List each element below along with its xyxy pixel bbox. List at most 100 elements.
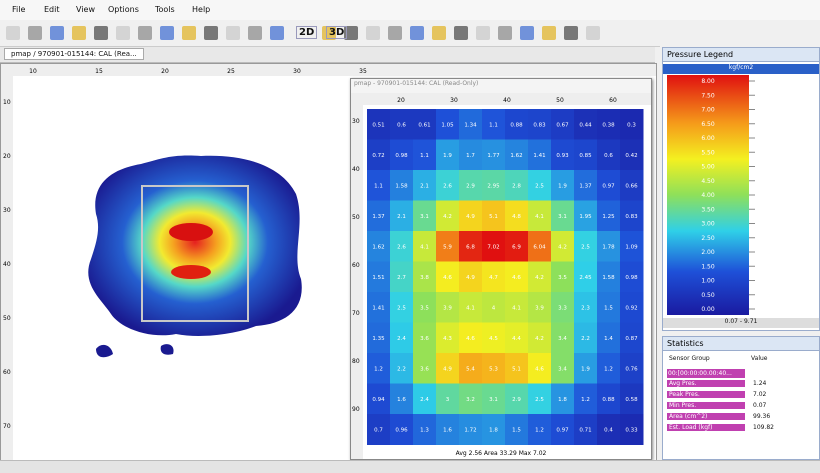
- cell-value: 2.6: [397, 244, 406, 250]
- heat-cell: [459, 200, 483, 232]
- selection-box[interactable]: [141, 185, 249, 322]
- toolbar-button[interactable]: [520, 26, 534, 40]
- toolbar-button[interactable]: [160, 26, 174, 40]
- menu-item[interactable]: File: [12, 5, 26, 14]
- heat-cell: [528, 414, 552, 445]
- heat-cell: [367, 109, 391, 140]
- cell-value: 6.04: [533, 244, 546, 250]
- toolbar-button[interactable]: [138, 26, 152, 40]
- toolbar-button[interactable]: [116, 26, 130, 40]
- heat-cell: [574, 414, 598, 445]
- toolbar-button[interactable]: [50, 26, 64, 40]
- heat-cell: [620, 109, 644, 140]
- cell-value: 0.97: [602, 183, 615, 189]
- ruler-top: [1, 64, 656, 76]
- cell-value: 4.1: [466, 305, 475, 311]
- legend-unit[interactable]: kgf/cm2: [663, 64, 819, 74]
- toolbar-button[interactable]: [226, 26, 240, 40]
- cell-value: 1.25: [602, 214, 615, 220]
- cell-value: 0.72: [372, 153, 384, 159]
- pressure-blob: [88, 155, 302, 337]
- toolbar-button[interactable]: [6, 26, 20, 40]
- cell-value: 1.3: [420, 427, 429, 433]
- menu-item[interactable]: View: [76, 5, 95, 14]
- toolbar-button[interactable]: [410, 26, 424, 40]
- toolbar-button[interactable]: [476, 26, 490, 40]
- cell-value: 2.2: [397, 366, 406, 372]
- stats-header: Value: [751, 355, 768, 362]
- heat-cell: [390, 200, 414, 232]
- toolbar-button[interactable]: [322, 26, 336, 40]
- cell-value: 1.2: [604, 366, 613, 372]
- cell-value: 1.9: [581, 366, 590, 372]
- menu-item[interactable]: Help: [192, 5, 211, 14]
- heat-cell: [367, 383, 391, 415]
- cell-value: 0.7: [374, 427, 383, 433]
- cell-value: 0.6: [604, 153, 613, 159]
- ruler-label: 60: [609, 97, 617, 104]
- cell-value: 5.4: [466, 366, 475, 372]
- heat-cell: [482, 170, 506, 201]
- cell-value: 1.72: [464, 427, 476, 433]
- cell-value: 1.77: [487, 153, 500, 159]
- heat-cell: [574, 139, 598, 171]
- toolbar-button[interactable]: [454, 26, 468, 40]
- cell-value: 0.93: [556, 153, 569, 159]
- cell-value: 1.35: [372, 336, 385, 342]
- toolbar-button[interactable]: [72, 26, 86, 40]
- heatmap-footer: Avg 2.56 Area 33.29 Max 7.02: [456, 450, 547, 457]
- toolbar-button[interactable]: [94, 26, 108, 40]
- heat-cell: [482, 231, 506, 262]
- ruler-label: 25: [227, 68, 235, 75]
- document-tab[interactable]: pmap / 970901-015144: CAL (Rea...: [4, 48, 144, 60]
- cell-value: 4.9: [466, 275, 475, 281]
- menu-item[interactable]: Edit: [44, 5, 60, 14]
- toolbar-button[interactable]: [388, 26, 402, 40]
- toolbar-button[interactable]: [344, 26, 358, 40]
- legend-label: 6.00: [701, 135, 715, 142]
- toolbar-button[interactable]: [270, 26, 284, 40]
- heat-cell: [436, 261, 460, 293]
- toolbar-button[interactable]: [248, 26, 262, 40]
- menu-item[interactable]: Options: [108, 5, 139, 14]
- menu-item[interactable]: Tools: [155, 5, 175, 14]
- heat-cell: [459, 383, 483, 415]
- heat-cell: [551, 353, 575, 384]
- heat-cell: [413, 292, 437, 323]
- sub-window-title[interactable]: pmap - 970901-015144: CAL (Read-Only): [351, 79, 651, 93]
- legend-label: 6.50: [701, 121, 715, 128]
- status-bar: [0, 460, 820, 473]
- toolbar-button[interactable]: [182, 26, 196, 40]
- cell-value: 1.1: [420, 153, 429, 159]
- cell-value: 3.1: [420, 214, 429, 220]
- toolbar-button[interactable]: [204, 26, 218, 40]
- cell-value: 1.37: [372, 214, 385, 220]
- toolbar-button[interactable]: [28, 26, 42, 40]
- ruler-label: 15: [95, 68, 103, 75]
- cell-value: 4.7: [489, 275, 498, 281]
- ruler-label: 50: [3, 315, 11, 322]
- heat-cell: [482, 383, 506, 415]
- ruler-label: 20: [3, 153, 11, 160]
- stats-row: Min Pres. 0.07: [667, 400, 815, 411]
- heat-cell: [367, 353, 391, 384]
- toolbar-view-button[interactable]: 2D: [296, 26, 318, 39]
- toolbar-button[interactable]: [366, 26, 380, 40]
- legend-label: 1.00: [701, 278, 715, 285]
- cell-value: 3.4: [558, 366, 567, 372]
- heat-cell: [390, 292, 414, 323]
- toolbar-button[interactable]: [542, 26, 556, 40]
- heat-cell: [528, 200, 552, 232]
- heat-cell: [597, 170, 621, 201]
- heat-cell: [367, 261, 391, 293]
- cell-value: 1.2: [374, 366, 383, 372]
- heat-cell: [482, 353, 506, 384]
- cell-value: 4.8: [512, 214, 521, 220]
- toolbar-button[interactable]: [586, 26, 600, 40]
- toolbar-button[interactable]: [564, 26, 578, 40]
- heat-cell: [574, 109, 598, 140]
- toolbar-view-button[interactable]: 3D: [326, 26, 348, 39]
- toolbar-button[interactable]: [498, 26, 512, 40]
- toolbar-button[interactable]: [432, 26, 446, 40]
- heat-cell: [482, 292, 506, 323]
